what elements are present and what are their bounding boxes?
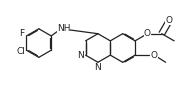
Text: O: O [144, 29, 151, 38]
Text: NH: NH [57, 24, 70, 33]
Text: N: N [95, 63, 101, 72]
Text: O: O [151, 51, 158, 60]
Text: Cl: Cl [16, 47, 25, 56]
Text: F: F [19, 29, 24, 38]
Text: O: O [165, 16, 172, 25]
Text: N: N [77, 51, 84, 60]
